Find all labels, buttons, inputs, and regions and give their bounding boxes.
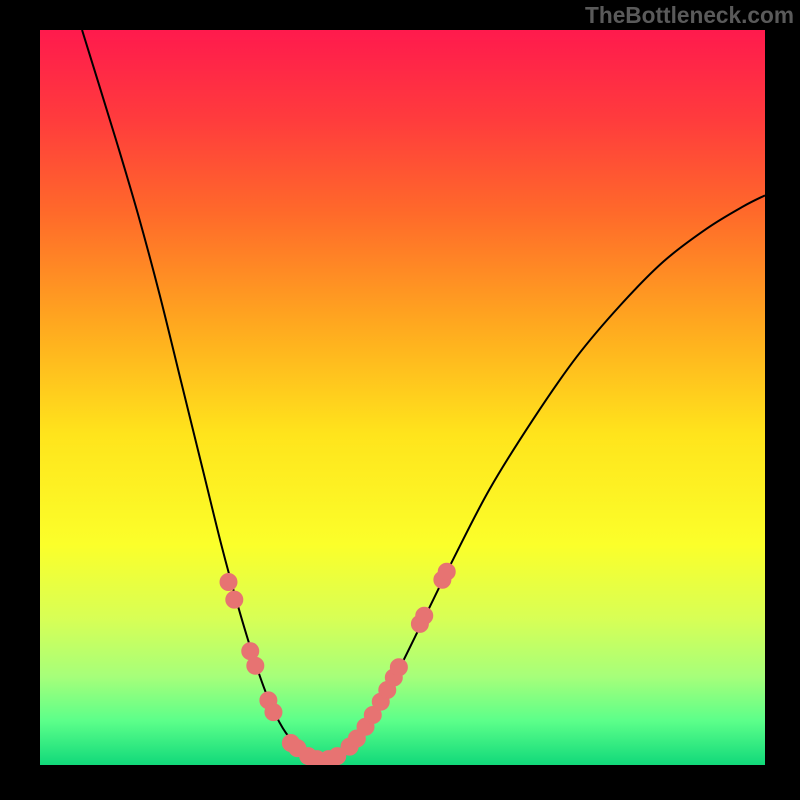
chart-stage: TheBottleneck.com 0 0 [0, 0, 800, 800]
plot-background-gradient [40, 30, 765, 765]
watermark-text: TheBottleneck.com [585, 2, 794, 29]
plot-area [40, 30, 765, 765]
